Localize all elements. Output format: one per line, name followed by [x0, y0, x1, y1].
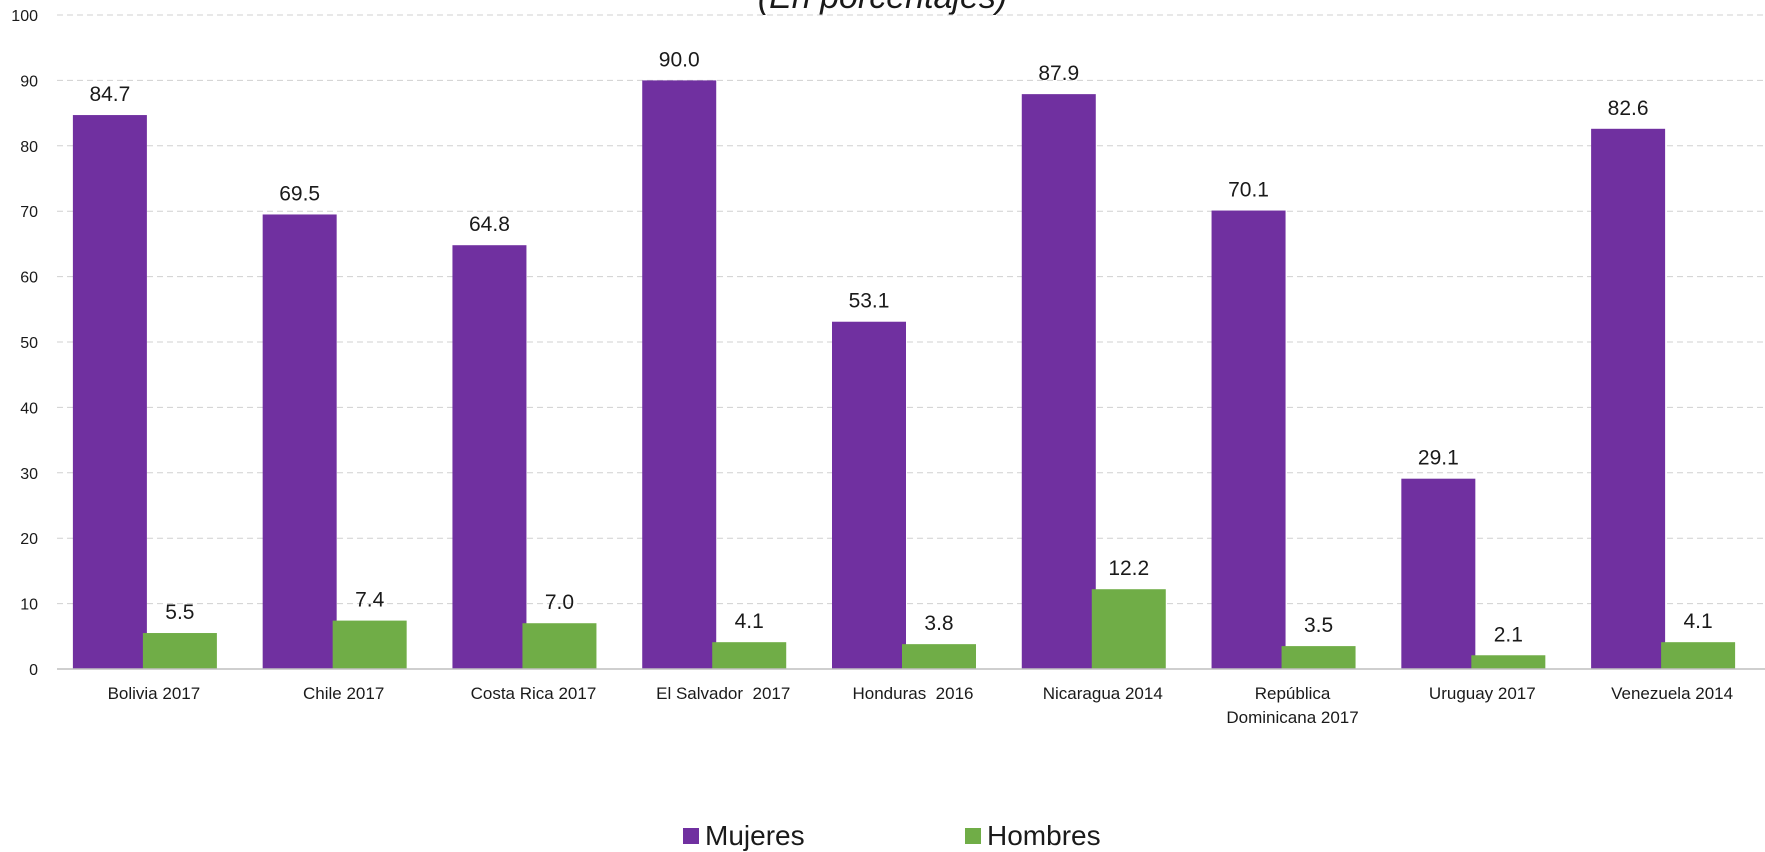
- x-axis-ticks: Bolivia 2017 Chile 2017 Costa Rica 2017 El …: [108, 684, 1734, 727]
- bar-hombres-4: [902, 644, 976, 669]
- legend-item-hombres: Hombres: [965, 820, 1101, 852]
- x-tick-label: República: [1255, 684, 1331, 703]
- bars: [72, 80, 1736, 669]
- bar-hombres-3: [712, 642, 787, 669]
- data-label-mujeres-1: 69.5: [279, 182, 320, 205]
- bar-hombres-2: [522, 623, 597, 669]
- x-tick-label: Dominicana 2017: [1226, 708, 1358, 727]
- legend-label-mujeres: Mujeres: [705, 820, 805, 851]
- bar-mujeres-6: [1211, 210, 1286, 669]
- bar-hombres-1: [332, 620, 407, 669]
- data-label-hombres-2: 7.0: [545, 591, 574, 614]
- data-label-hombres-4: 3.8: [924, 612, 953, 635]
- x-tick-label: Venezuela 2014: [1611, 684, 1733, 703]
- data-label-mujeres-2: 64.8: [469, 213, 510, 236]
- y-tick-label: 100: [11, 8, 38, 25]
- y-tick-label: 40: [20, 400, 38, 417]
- data-label-hombres-6: 3.5: [1304, 614, 1333, 637]
- bar-hombres-0: [142, 633, 217, 669]
- x-tick-label: Honduras 2016: [853, 684, 974, 703]
- legend: Mujeres Hombres: [0, 820, 1765, 852]
- bar-hombres-6: [1281, 646, 1356, 669]
- x-tick-label: Nicaragua 2014: [1043, 684, 1163, 703]
- bar-mujeres-7: [1401, 478, 1476, 669]
- data-label-hombres-3: 4.1: [735, 610, 764, 633]
- bar-hombres-5: [1091, 589, 1166, 669]
- y-tick-label: 10: [20, 597, 38, 614]
- x-tick-label: Uruguay 2017: [1429, 684, 1536, 703]
- x-tick-label: Bolivia 2017: [108, 684, 201, 703]
- data-label-hombres-7: 2.1: [1494, 623, 1523, 646]
- bar-mujeres-1: [262, 214, 337, 669]
- data-label-hombres-0: 5.5: [165, 601, 194, 624]
- y-tick-label: 60: [20, 270, 38, 287]
- y-tick-label: 50: [20, 335, 38, 352]
- chart-subtitle: (En porcentajes): [0, 0, 1765, 17]
- gridlines: [57, 14, 1765, 605]
- y-tick-label: 90: [20, 73, 38, 90]
- legend-item-mujeres: Mujeres: [683, 820, 805, 852]
- bar-hombres-8: [1661, 642, 1736, 669]
- bar-mujeres-8: [1591, 128, 1666, 669]
- data-label-mujeres-4: 53.1: [849, 290, 890, 313]
- bar-hombres-7: [1471, 655, 1546, 669]
- bar-mujeres-0: [72, 115, 147, 669]
- data-label-mujeres-8: 82.6: [1608, 97, 1649, 120]
- bar-mujeres-4: [832, 321, 906, 669]
- y-axis-ticks: 0 10 20 30 40 50 60 70 80 90 100: [11, 8, 38, 679]
- y-tick-label: 0: [29, 662, 38, 679]
- y-tick-label: 70: [20, 204, 38, 221]
- data-labels: 84.7 5.5 69.5 7.4 64.8 7.0 90.0 4.1 53.1 3.8 87.9 1…: [89, 48, 1712, 646]
- data-label-hombres-5: 12.2: [1108, 557, 1149, 580]
- data-label-mujeres-3: 90.0: [659, 48, 700, 71]
- y-tick-label: 20: [20, 531, 38, 548]
- bar-mujeres-5: [1021, 94, 1096, 669]
- data-label-hombres-8: 4.1: [1684, 610, 1713, 633]
- x-tick-label: Costa Rica 2017: [471, 684, 597, 703]
- x-tick-label: El Salvador 2017: [656, 684, 790, 703]
- data-label-hombres-1: 7.4: [355, 589, 385, 612]
- data-label-mujeres-6: 70.1: [1228, 179, 1269, 202]
- legend-swatch-mujeres: [683, 828, 699, 844]
- x-tick-label: Chile 2017: [303, 684, 384, 703]
- legend-label-hombres: Hombres: [987, 820, 1101, 851]
- data-label-mujeres-0: 84.7: [89, 83, 130, 106]
- data-label-mujeres-7: 29.1: [1418, 447, 1459, 470]
- legend-swatch-hombres: [965, 828, 981, 844]
- y-tick-label: 30: [20, 466, 38, 483]
- bar-mujeres-2: [452, 245, 527, 669]
- y-tick-label: 80: [20, 139, 38, 156]
- data-label-mujeres-5: 87.9: [1038, 62, 1079, 85]
- bar-mujeres-3: [642, 80, 717, 669]
